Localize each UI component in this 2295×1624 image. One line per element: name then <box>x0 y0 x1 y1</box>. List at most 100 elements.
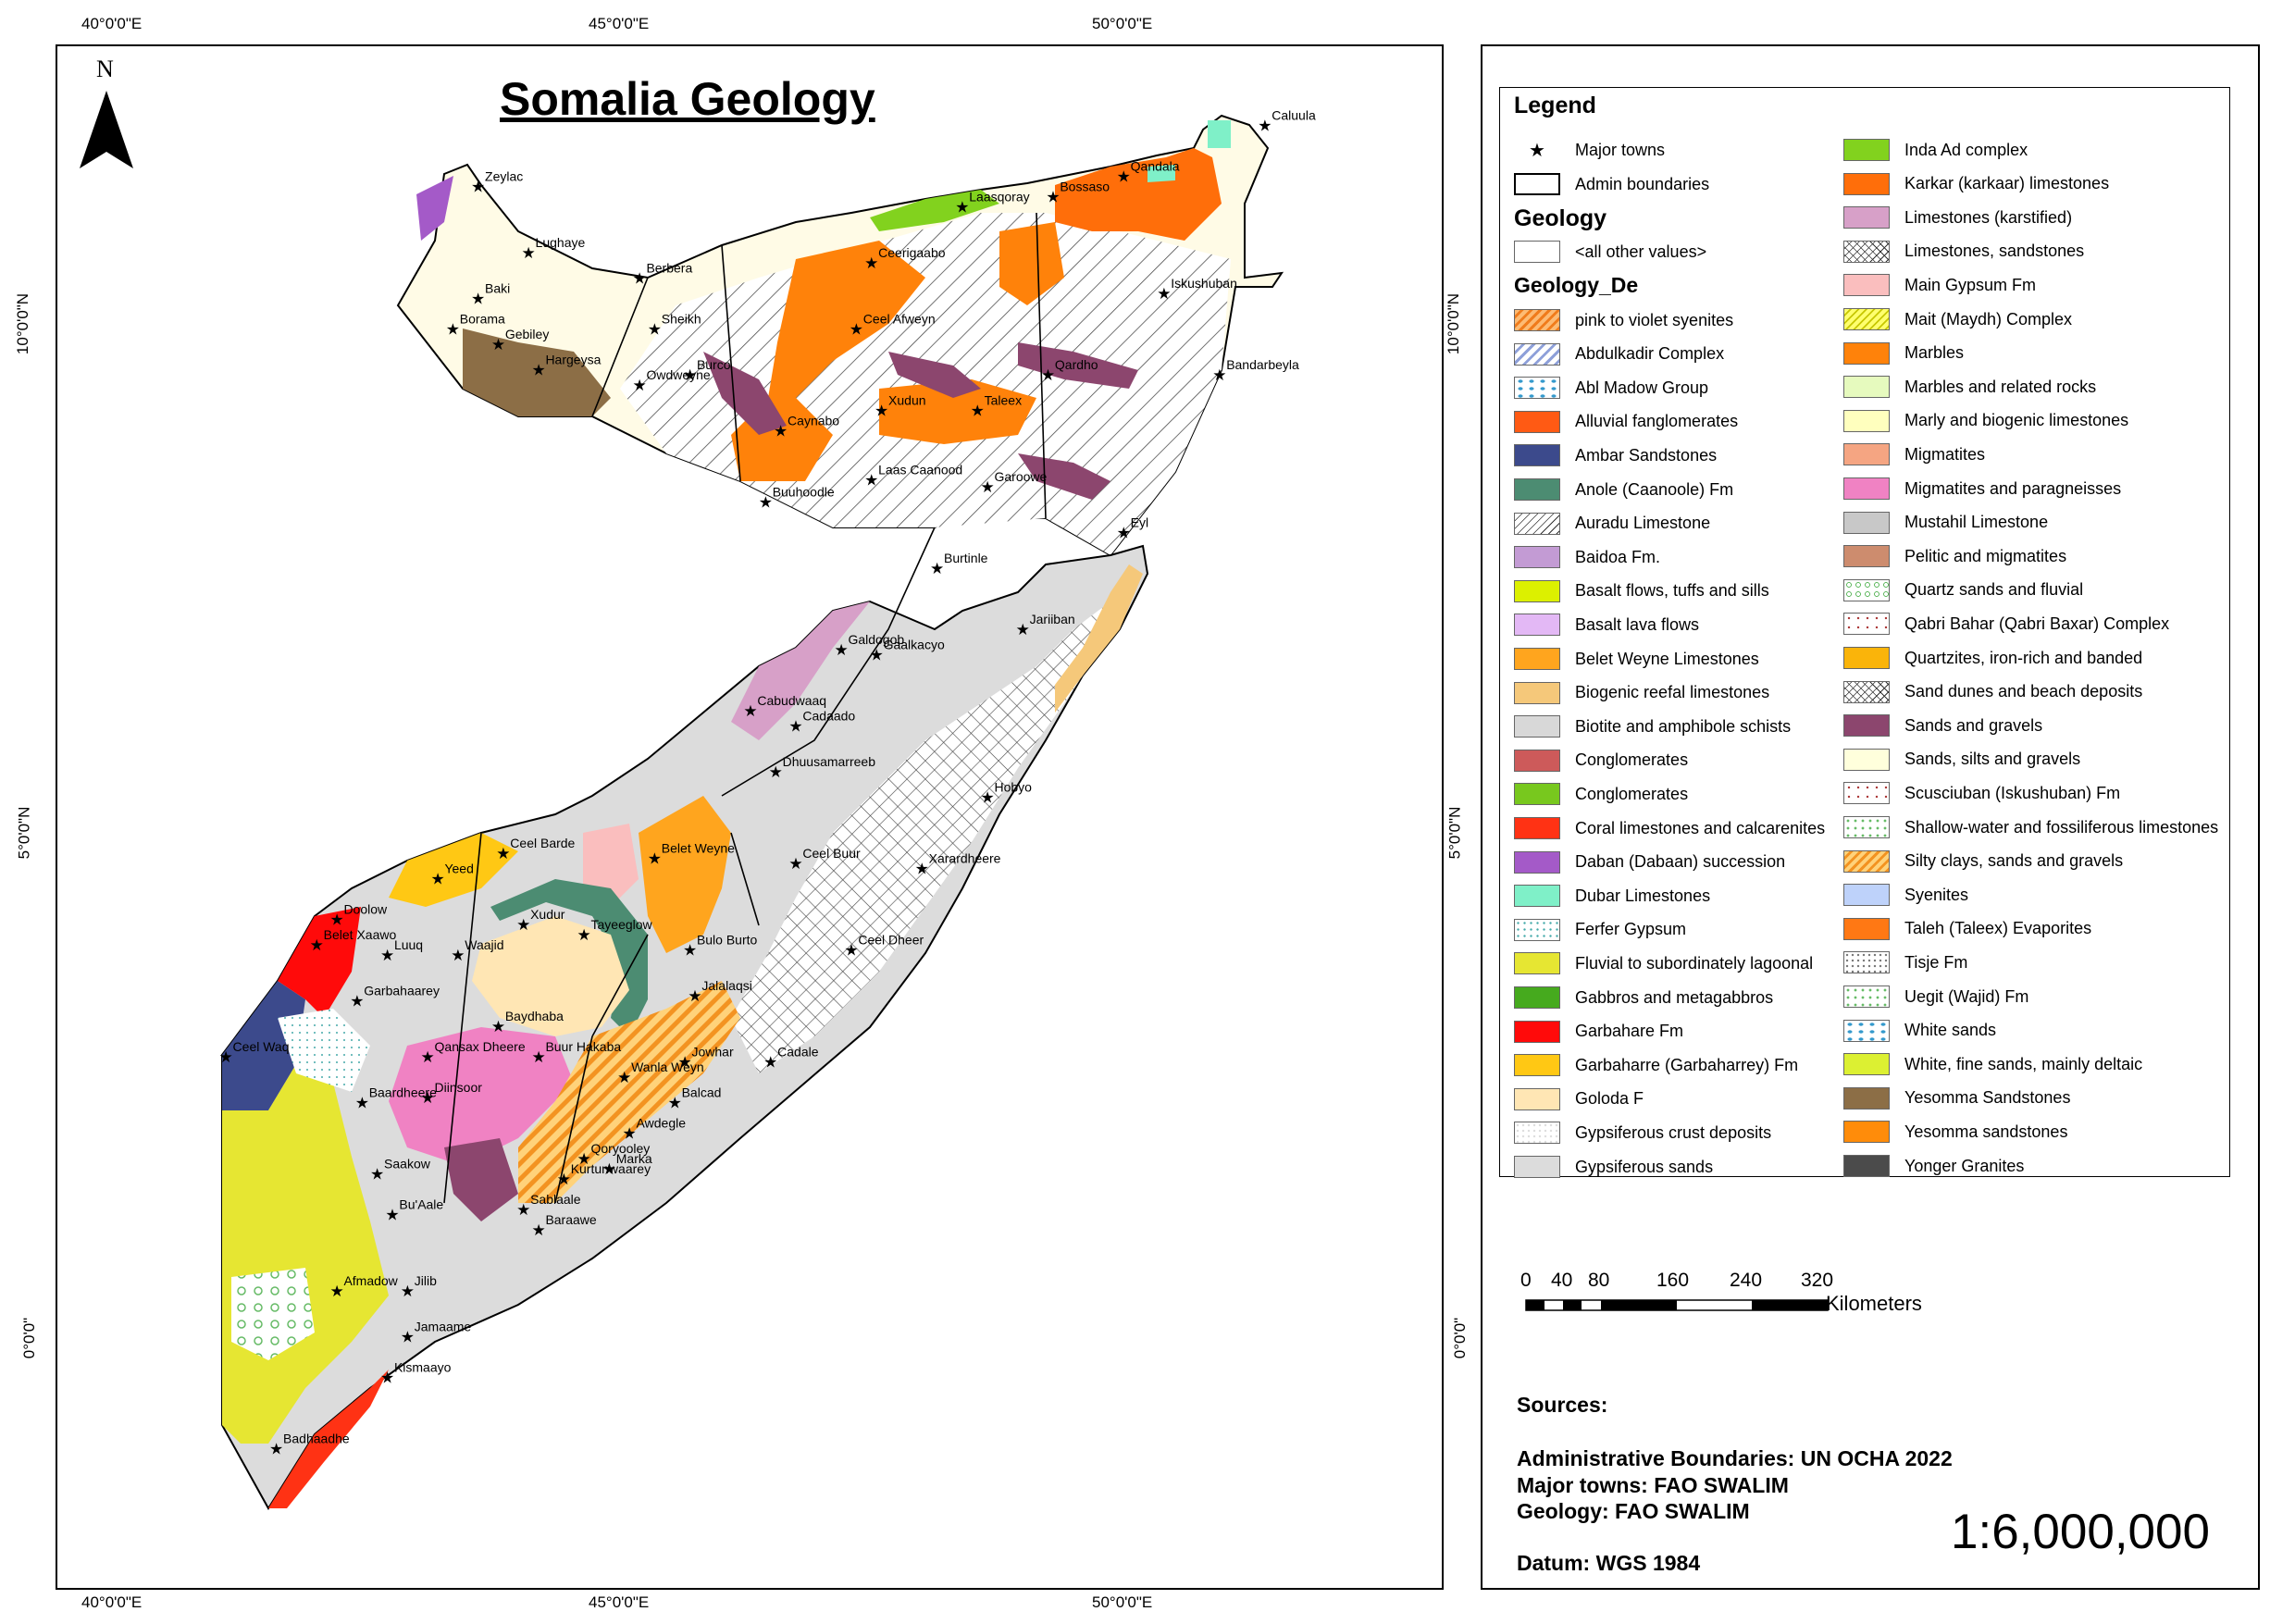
legend-swatch <box>1843 1053 1890 1076</box>
town-star-icon: ★ <box>844 942 858 960</box>
legend-swatch <box>1843 816 1890 838</box>
sands-gravels-south <box>444 1138 518 1221</box>
town-marker: ★Hobyo <box>981 780 1033 807</box>
legend-item: Marly and biogenic limestones <box>1843 408 2128 434</box>
legend-swatch <box>1514 817 1560 839</box>
town-marker: ★Ceerigaabo <box>864 245 946 272</box>
limestones-karstified <box>731 601 870 740</box>
admin-boundary-swatch <box>1514 173 1560 195</box>
legend-swatch <box>1843 511 1890 534</box>
town-marker: ★Belet Xaawo <box>310 927 397 954</box>
legend-other-label: <all other values> <box>1575 242 1707 261</box>
legend-swatch <box>1843 477 1890 500</box>
town-marker: ★Jilib <box>401 1273 437 1300</box>
legend-item: Tisje Fm <box>1843 949 1967 975</box>
legend-label: Abdulkadir Complex <box>1575 344 1725 364</box>
legend-label: Garbaharre (Garbaharrey) Fm <box>1575 1055 1799 1074</box>
town-label: Jalalaqsi <box>701 978 751 993</box>
town-marker: ★Dhuusamarreeb <box>769 754 876 781</box>
town-marker: ★Borama <box>446 312 505 339</box>
legend-label: Conglomerates <box>1575 750 1689 770</box>
town-star-icon: ★ <box>981 478 995 496</box>
legend-label: Limestones (karstified) <box>1904 207 2073 227</box>
source-datum: Datum: WGS 1984 <box>1517 1551 1701 1575</box>
town-marker: ★Sablaale <box>516 1192 581 1219</box>
town-star-icon: ★ <box>577 926 591 944</box>
ambar-sandstones <box>222 981 305 1110</box>
grid-label-left-5n: 5°0'0"N <box>15 806 33 860</box>
legend-item: Ferfer Gypsum <box>1514 917 1686 943</box>
legend-label: Migmatites <box>1904 444 1986 464</box>
legend-label: Silty clays, sands and gravels <box>1904 851 2124 871</box>
town-label: Gaalkacyo <box>884 638 945 652</box>
town-label: Lughaye <box>536 235 586 250</box>
coral-limestones <box>268 1370 389 1508</box>
town-marker: ★Ceel Afweyn <box>850 312 936 339</box>
town-star-icon: ★ <box>623 1125 637 1143</box>
grid-label-right-5n: 5°0'0"N <box>1445 806 1464 860</box>
town-marker: ★Luuq <box>380 937 423 964</box>
legend-label: Syenites <box>1904 885 1969 904</box>
garbahare-fm <box>278 907 361 1018</box>
legend-swatch <box>1843 849 1890 873</box>
town-marker: ★Afmadow <box>329 1273 398 1300</box>
source-admin: Administrative Boundaries: UN OCHA 2022 <box>1517 1446 1953 1470</box>
legend-swatch <box>1514 986 1560 1009</box>
legend-label: Ambar Sandstones <box>1575 445 1718 465</box>
biogenic-reefal-coast <box>1055 564 1143 713</box>
scale-tick-0: 0 <box>1520 1270 1532 1291</box>
town-star-icon: ★ <box>421 1089 435 1107</box>
town-star-icon: ★ <box>1046 189 1060 206</box>
town-star-icon: ★ <box>864 471 878 489</box>
town-star-icon: ★ <box>380 947 394 964</box>
town-label: Balcad <box>682 1085 722 1100</box>
scale-tick-80: 80 <box>1588 1270 1610 1291</box>
town-star-icon: ★ <box>1041 366 1055 384</box>
legend-item: Main Gypsum Fm <box>1843 272 2036 298</box>
scale-bar-graphic <box>1525 1299 1829 1311</box>
legend-item: Limestones (karstified) <box>1843 205 2072 230</box>
town-star-icon: ★ <box>602 1160 616 1178</box>
town-marker: ★Qardho <box>1041 357 1098 384</box>
legend-item: Silty clays, sands and gravels <box>1843 849 2123 874</box>
legend-swatch <box>1514 579 1560 602</box>
anole-fm-arc <box>490 879 648 1036</box>
legend-item: Abdulkadir Complex <box>1514 341 1724 367</box>
legend-item: Goloda F <box>1514 1086 1644 1112</box>
town-star-icon: ★ <box>516 916 530 934</box>
town-label: Buur Hakaba <box>545 1039 621 1054</box>
town-star-icon: ★ <box>269 1441 283 1458</box>
town-marker: ★Bulo Burto <box>683 933 758 960</box>
legend-item: Belet Weyne Limestones <box>1514 646 1759 672</box>
town-star-icon: ★ <box>401 1329 415 1346</box>
town-star-icon: ★ <box>875 403 888 420</box>
legend-label: Biotite and amphibole schists <box>1575 716 1792 736</box>
town-label: Xarardheere <box>929 851 1001 866</box>
town-star-icon: ★ <box>774 423 788 440</box>
town-label: Marka <box>616 1151 652 1166</box>
scale-ratio: 1:6,000,000 <box>1951 1505 2210 1559</box>
town-label: Buuhoodle <box>773 485 835 500</box>
town-marker: ★Kurtunwaarey <box>557 1161 651 1188</box>
legend-item: Sand dunes and beach deposits <box>1843 679 2142 705</box>
legend-label: Mustahil Limestone <box>1904 513 2049 532</box>
town-label: Baraawe <box>545 1212 596 1227</box>
town-label: Caluula <box>1272 108 1316 123</box>
legend-item: Yesomma sandstones <box>1843 1119 2067 1145</box>
town-star-icon: ★ <box>496 845 510 862</box>
town-label: Garbahaarey <box>364 984 440 998</box>
town-marker: ★Gaalkacyo <box>870 638 945 664</box>
legend-item: Marbles <box>1843 341 1964 366</box>
legend-item-admin: Admin boundaries <box>1514 171 1709 197</box>
legend-swatch <box>1843 274 1890 297</box>
town-label: Wanla Weyn <box>631 1060 704 1074</box>
town-marker: ★Qoryooley <box>577 1141 651 1168</box>
legend-item: Garbahare Fm <box>1514 1019 1683 1045</box>
legend-label: Basalt flows, tuffs and sills <box>1575 581 1769 601</box>
town-marker: ★Xudur <box>516 907 565 934</box>
legend-label: Daban (Dabaan) succession <box>1575 852 1786 872</box>
town-star-icon: ★ <box>788 718 802 736</box>
town-star-icon: ★ <box>355 1095 369 1112</box>
belet-weyne-limestones <box>639 796 731 953</box>
town-label: Qandala <box>1131 159 1180 174</box>
